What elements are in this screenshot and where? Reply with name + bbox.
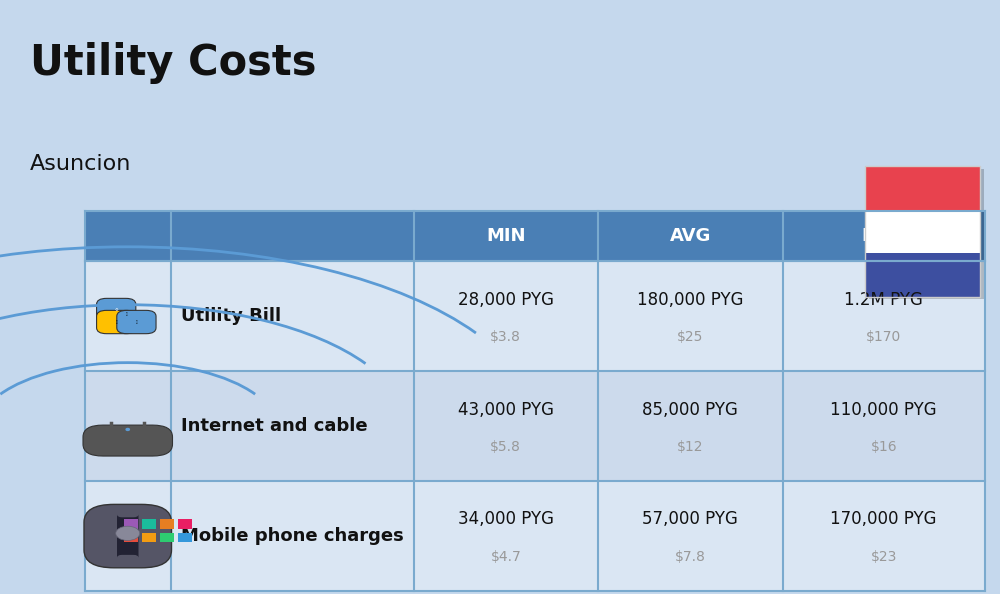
Text: 43,000 PYG: 43,000 PYG: [458, 400, 554, 419]
Text: MIN: MIN: [486, 227, 526, 245]
Text: 57,000 PYG: 57,000 PYG: [642, 510, 738, 529]
FancyBboxPatch shape: [97, 298, 136, 322]
Text: MAX: MAX: [861, 227, 907, 245]
FancyBboxPatch shape: [117, 514, 138, 558]
Text: 🔌: 🔌: [115, 320, 117, 324]
Bar: [865, 166, 980, 297]
Bar: [85, 211, 985, 261]
Bar: [869, 169, 984, 299]
Text: $170: $170: [866, 330, 901, 344]
Bar: [85, 371, 985, 481]
Text: $7.8: $7.8: [675, 550, 706, 564]
Text: $4.7: $4.7: [490, 550, 521, 564]
Text: $3.8: $3.8: [490, 330, 521, 344]
Circle shape: [116, 526, 140, 541]
FancyBboxPatch shape: [97, 310, 136, 334]
Text: ⚙: ⚙: [114, 308, 118, 312]
Text: 28,000 PYG: 28,000 PYG: [458, 290, 554, 309]
Text: 34,000 PYG: 34,000 PYG: [458, 510, 554, 529]
Text: 🚿: 🚿: [136, 320, 137, 324]
Text: Mobile phone charges: Mobile phone charges: [181, 527, 403, 545]
Text: 🧍: 🧍: [125, 312, 127, 317]
Text: 1.2M PYG: 1.2M PYG: [844, 290, 923, 309]
Bar: [124, 532, 138, 542]
FancyBboxPatch shape: [117, 310, 156, 334]
Bar: [142, 532, 156, 542]
Bar: [865, 254, 980, 297]
FancyBboxPatch shape: [84, 504, 172, 568]
Text: AVG: AVG: [670, 227, 711, 245]
Bar: [178, 519, 192, 529]
Text: Utility Costs: Utility Costs: [30, 42, 316, 84]
Bar: [160, 532, 174, 542]
Bar: [160, 519, 174, 529]
Text: Utility Bill: Utility Bill: [181, 307, 281, 326]
Text: 180,000 PYG: 180,000 PYG: [637, 290, 744, 309]
Text: Internet and cable: Internet and cable: [181, 417, 367, 435]
Bar: [178, 532, 192, 542]
Bar: [865, 166, 980, 210]
Text: 170,000 PYG: 170,000 PYG: [830, 510, 937, 529]
Bar: [142, 519, 156, 529]
Text: $25: $25: [677, 330, 703, 344]
Text: $5.8: $5.8: [490, 440, 521, 454]
Text: 85,000 PYG: 85,000 PYG: [642, 400, 738, 419]
Text: Asuncion: Asuncion: [30, 154, 131, 175]
FancyBboxPatch shape: [83, 425, 173, 456]
Bar: [85, 481, 985, 591]
Bar: [865, 210, 980, 254]
Circle shape: [126, 428, 129, 431]
Text: $12: $12: [677, 440, 704, 454]
Text: 110,000 PYG: 110,000 PYG: [830, 400, 937, 419]
Text: $23: $23: [871, 550, 897, 564]
Text: $16: $16: [870, 440, 897, 454]
Bar: [124, 519, 138, 529]
Bar: [85, 261, 985, 371]
